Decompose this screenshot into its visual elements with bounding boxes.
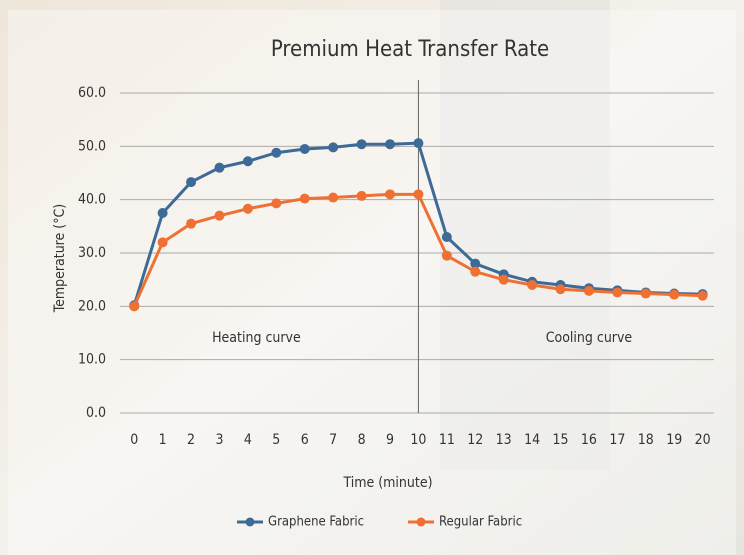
- data-point: [271, 198, 282, 209]
- x-tick-label: 8: [358, 432, 366, 448]
- chart-title: Premium Heat Transfer Rate: [271, 37, 549, 62]
- y-tick-label: 60.0: [78, 85, 106, 101]
- data-point: [242, 203, 253, 214]
- data-point: [498, 274, 509, 285]
- x-axis-label: Time (minute): [342, 475, 432, 491]
- data-point: [328, 142, 339, 153]
- x-tick-label: 4: [244, 432, 252, 448]
- data-point: [640, 288, 651, 299]
- y-tick-label: 10.0: [78, 352, 106, 368]
- panel: [8, 10, 736, 555]
- data-point: [413, 138, 424, 149]
- x-tick-label: 13: [496, 432, 512, 448]
- data-point: [385, 139, 395, 150]
- data-point: [214, 210, 225, 221]
- data-point: [157, 237, 168, 248]
- data-point: [441, 250, 452, 261]
- x-tick-label: 6: [301, 432, 309, 448]
- data-point: [186, 177, 197, 188]
- x-tick-label: 17: [609, 432, 625, 448]
- y-tick-label: 30.0: [78, 245, 106, 261]
- data-point: [385, 189, 395, 200]
- x-tick-label: 3: [215, 432, 223, 448]
- legend-label: Graphene Fabric: [268, 515, 364, 530]
- data-point: [441, 232, 452, 242]
- x-tick-label: 15: [553, 432, 569, 448]
- legend-marker: [245, 517, 255, 527]
- background-figure: [440, 0, 610, 470]
- data-point: [555, 284, 566, 295]
- x-tick-label: 12: [467, 432, 483, 448]
- data-point: [186, 218, 197, 229]
- data-point: [413, 189, 424, 200]
- data-point: [242, 156, 253, 167]
- data-point: [271, 147, 282, 158]
- x-tick-label: 20: [695, 432, 711, 448]
- x-tick-label: 16: [581, 432, 597, 448]
- data-point: [129, 301, 140, 312]
- y-tick-label: 0.0: [86, 405, 106, 421]
- x-tick-label: 11: [439, 432, 455, 448]
- data-point: [612, 287, 623, 298]
- legend-marker: [416, 517, 426, 527]
- data-point: [299, 144, 310, 154]
- y-tick-label: 50.0: [78, 138, 106, 154]
- x-tick-label: 18: [638, 432, 654, 448]
- data-point: [470, 258, 481, 269]
- legend-label: Regular Fabric: [439, 515, 522, 530]
- x-tick-label: 1: [159, 432, 167, 448]
- x-tick-label: 7: [329, 432, 337, 448]
- x-tick-label: 10: [410, 432, 426, 448]
- x-tick-label: 0: [130, 432, 138, 448]
- data-point: [214, 162, 225, 173]
- data-point: [470, 266, 481, 277]
- data-point: [527, 280, 538, 290]
- x-tick-label: 14: [524, 432, 540, 448]
- data-point: [299, 193, 310, 204]
- x-tick-label: 9: [386, 432, 394, 448]
- y-axis-label: Temperature (°C): [52, 204, 68, 313]
- y-tick-label: 40.0: [78, 192, 106, 208]
- data-point: [583, 285, 594, 296]
- data-point: [157, 208, 168, 218]
- data-point: [669, 289, 680, 300]
- data-point: [328, 192, 339, 203]
- annotation: Heating curve: [212, 330, 301, 346]
- data-point: [356, 139, 367, 150]
- x-tick-label: 5: [272, 432, 280, 448]
- data-point: [356, 190, 367, 201]
- data-point: [697, 290, 708, 301]
- x-tick-label: 19: [666, 432, 682, 448]
- y-tick-label: 20.0: [78, 298, 106, 314]
- annotation: Cooling curve: [546, 330, 633, 346]
- x-tick-label: 2: [187, 432, 195, 448]
